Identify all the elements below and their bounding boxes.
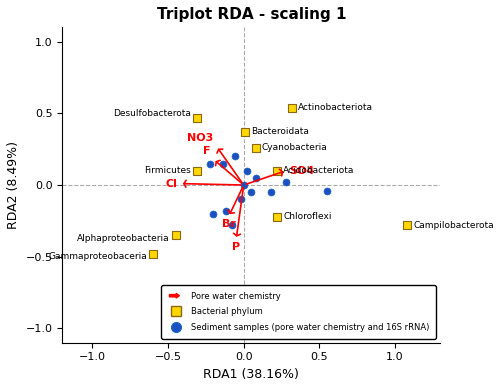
Point <box>248 189 256 195</box>
Point <box>149 251 157 257</box>
Text: SO4: SO4 <box>289 166 314 176</box>
Point <box>267 189 275 195</box>
Text: Cl: Cl <box>166 178 177 189</box>
Point <box>273 213 281 220</box>
Point <box>218 160 226 166</box>
Text: Cyanobacteria: Cyanobacteria <box>262 143 328 152</box>
Point <box>323 188 331 194</box>
Text: NO3: NO3 <box>187 133 214 144</box>
Point <box>172 232 179 238</box>
Text: P: P <box>232 242 240 252</box>
Text: Bacteroidata: Bacteroidata <box>252 128 309 137</box>
Point <box>241 129 249 135</box>
Y-axis label: RDA2 (8.49%): RDA2 (8.49%) <box>7 141 20 229</box>
Point <box>252 175 260 181</box>
Point <box>193 114 201 121</box>
Title: Triplot RDA - scaling 1: Triplot RDA - scaling 1 <box>156 7 346 22</box>
Point <box>206 160 214 166</box>
Text: Acidobacteriota: Acidobacteriota <box>283 166 354 175</box>
Point <box>403 222 411 228</box>
Point <box>193 168 201 174</box>
Point <box>228 222 235 228</box>
Point <box>230 153 238 159</box>
Text: Chloroflexi: Chloroflexi <box>283 212 332 221</box>
Point <box>288 104 296 111</box>
Text: Br: Br <box>222 220 235 229</box>
Text: Firmicutes: Firmicutes <box>144 166 191 175</box>
Text: Desulfobacterota: Desulfobacterota <box>113 109 191 118</box>
Text: Alphaproteobacteria: Alphaproteobacteria <box>77 234 170 242</box>
Legend: Pore water chemistry, Bacterial phylum, Sediment samples (pore water chemistry a: Pore water chemistry, Bacterial phylum, … <box>161 285 436 339</box>
Point <box>282 179 290 185</box>
Point <box>222 208 230 214</box>
Point <box>240 182 248 188</box>
Point <box>273 168 281 174</box>
Text: Campilobacterota: Campilobacterota <box>413 221 494 230</box>
Text: Actinobacteriota: Actinobacteriota <box>298 103 373 112</box>
Point <box>252 145 260 151</box>
Text: Gammaproteobaceria: Gammaproteobaceria <box>48 252 147 261</box>
X-axis label: RDA1 (38.16%): RDA1 (38.16%) <box>204 368 299 381</box>
Point <box>210 211 218 217</box>
Point <box>242 168 250 174</box>
Point <box>236 196 244 203</box>
Text: F: F <box>203 146 210 156</box>
